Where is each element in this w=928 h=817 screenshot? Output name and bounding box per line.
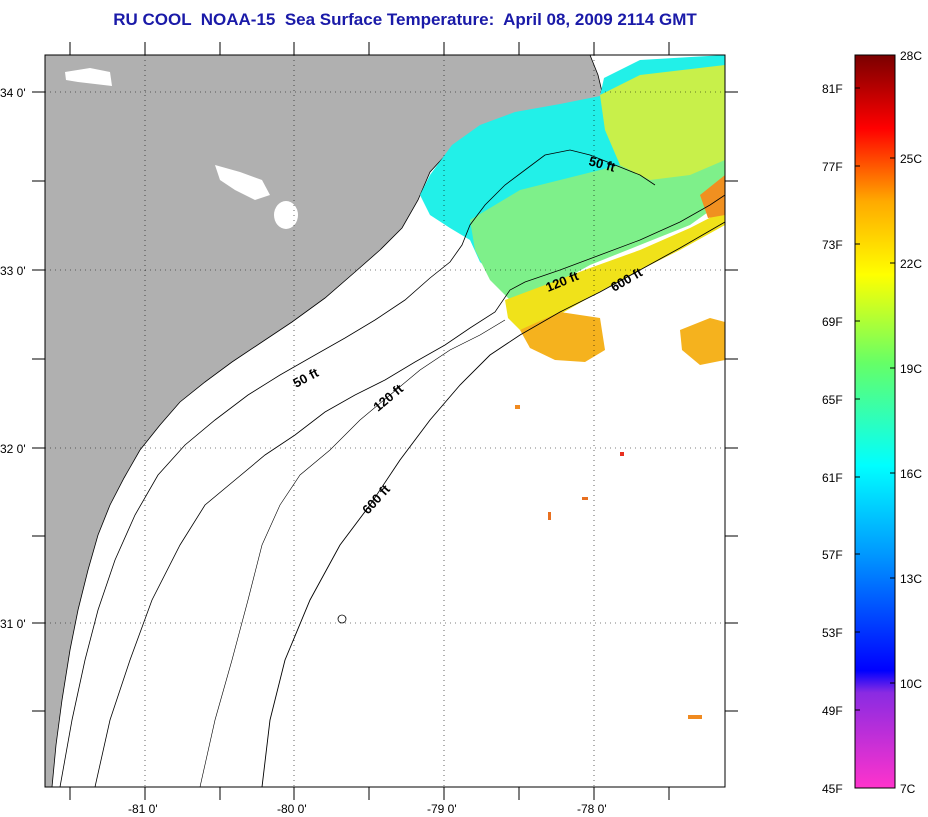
colorbar-f-label: 73F xyxy=(822,238,843,252)
colorbar-ticks xyxy=(855,87,895,711)
contour-600ft-line xyxy=(261,221,725,787)
sst-region-yellowgreen xyxy=(600,65,725,180)
lat-label-31: 31 0' xyxy=(0,617,26,631)
colorbar-c-label: 25C xyxy=(900,152,922,166)
map-frame xyxy=(44,54,726,788)
contour-label-50ft: 50 ft xyxy=(587,153,617,175)
colorbar-f-label: 61F xyxy=(822,471,843,485)
sst-pixel xyxy=(548,512,551,520)
colorbar-f-label: 69F xyxy=(822,315,843,329)
colorbar-f-label: 77F xyxy=(822,160,843,174)
lon-label-78: -78 0' xyxy=(577,802,607,816)
contour-120ft-inner xyxy=(199,319,506,787)
colorbar-f-label: 65F xyxy=(822,393,843,407)
colorbar xyxy=(854,54,896,789)
colorbar-c-label: 7C xyxy=(900,782,916,796)
colorbar-c-label: 16C xyxy=(900,467,922,481)
sst-region-orange xyxy=(680,318,725,365)
colorbar-c-label: 22C xyxy=(900,257,922,271)
sst-pixel xyxy=(582,497,588,500)
lon-label-81: -81 0' xyxy=(128,802,158,816)
map-ticks xyxy=(32,42,738,800)
colorbar-f-label: 57F xyxy=(822,548,843,562)
lat-label-32: 32 0' xyxy=(0,442,26,456)
cloud-patch xyxy=(65,68,112,86)
sst-pixel xyxy=(688,715,702,719)
graticule xyxy=(45,55,725,787)
contour-50ft-line xyxy=(59,149,656,787)
cloud-patch xyxy=(215,165,270,200)
colorbar-c-label: 28C xyxy=(900,49,922,63)
sst-pixel xyxy=(515,405,520,409)
lat-label-34: 34 0' xyxy=(0,86,26,100)
colorbar-f-label: 81F xyxy=(822,82,843,96)
colorbar-c-labels: 28C 25C 22C 19C 16C 13C 10C 7C xyxy=(900,49,922,796)
colorbar-c-label: 10C xyxy=(900,677,922,691)
sst-region-orange xyxy=(520,312,605,362)
cloud-patch xyxy=(274,201,298,229)
colorbar-f-label: 49F xyxy=(822,704,843,718)
contour-120ft-line xyxy=(94,194,725,787)
colorbar-c-label: 13C xyxy=(900,572,922,586)
colorbar-f-labels: 81F 77F 73F 69F 65F 61F 57F 53F 49F 45F xyxy=(822,82,843,796)
map-title: RU COOL NOAA-15 Sea Surface Temperature:… xyxy=(113,10,697,29)
lon-label-79: -79 0' xyxy=(427,802,457,816)
sst-pixel xyxy=(620,452,624,456)
lat-label-33: 33 0' xyxy=(0,264,26,278)
colorbar-c-label: 19C xyxy=(900,362,922,376)
seamount-contour xyxy=(337,614,347,624)
colorbar-f-label: 53F xyxy=(822,626,843,640)
colorbar-f-label: 45F xyxy=(822,782,843,796)
lon-label-80: -80 0' xyxy=(277,802,307,816)
sst-region-green xyxy=(470,140,725,300)
